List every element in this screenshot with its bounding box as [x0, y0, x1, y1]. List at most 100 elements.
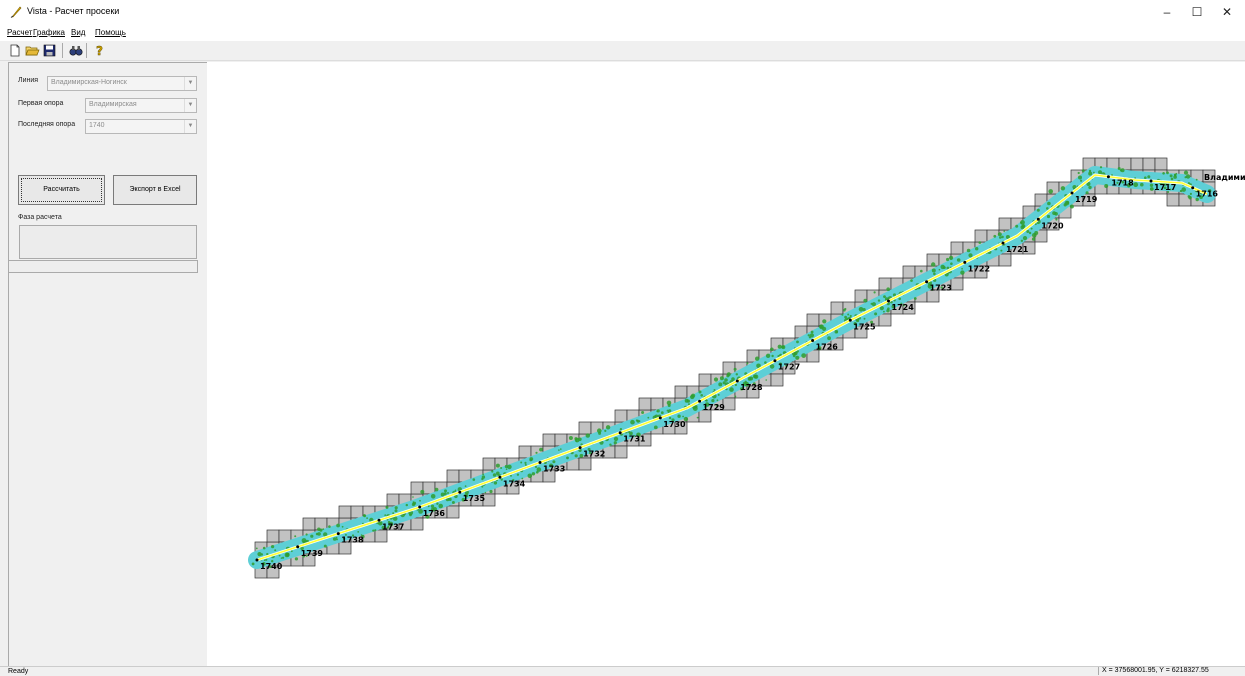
- vegetation-spot: [1181, 187, 1186, 192]
- export-excel-button[interactable]: Экспорт в Excel: [113, 175, 197, 205]
- vegetation-spot: [481, 485, 484, 488]
- vegetation-spot: [1003, 230, 1005, 233]
- vegetation-spot: [844, 307, 847, 311]
- vegetation-spot: [510, 474, 512, 477]
- vegetation-spot: [336, 538, 338, 541]
- vegetation-spot: [500, 467, 503, 469]
- support-point: [1001, 241, 1005, 245]
- vegetation-spot: [1099, 166, 1103, 169]
- line-combo[interactable]: Владимирская-Ногинск ▼: [47, 76, 197, 91]
- vegetation-spot: [262, 562, 266, 566]
- map-tile: [806, 313, 820, 327]
- vegetation-spot: [262, 546, 266, 550]
- route-map[interactable]: 1740 1739 1738 1737 1736 1735 1734 1733 1732 1731…: [207, 62, 1245, 666]
- vegetation-spot: [1195, 197, 1199, 202]
- support-point: [1106, 175, 1110, 179]
- menu-calc[interactable]: Расчет: [7, 28, 33, 37]
- vegetation-spot: [733, 367, 737, 371]
- vegetation-spot: [1001, 235, 1004, 239]
- map-tile: [578, 421, 592, 435]
- vegetation-spot: [844, 315, 847, 319]
- phase-field: [19, 225, 197, 259]
- vegetation-spot: [493, 481, 498, 485]
- phase-label: Фаза расчета: [18, 214, 62, 221]
- vegetation-spot: [265, 558, 268, 561]
- chevron-down-icon: ▼: [184, 99, 196, 112]
- map-canvas[interactable]: 1740 1739 1738 1737 1736 1735 1734 1733 1732 1731…: [207, 62, 1245, 666]
- vegetation-spot: [653, 425, 658, 430]
- open-folder-icon[interactable]: [24, 43, 40, 58]
- vegetation-spot: [418, 509, 423, 514]
- vegetation-spot: [726, 372, 731, 377]
- vegetation-spot: [481, 475, 486, 479]
- status-bar: Ready X = 37568001.95, Y = 6218327.55: [0, 666, 1245, 676]
- vegetation-spot: [946, 266, 950, 270]
- menu-help[interactable]: Помощь: [95, 28, 126, 37]
- help-icon[interactable]: ?: [92, 43, 108, 58]
- close-button[interactable]: ✕: [1221, 5, 1233, 19]
- title-bar: Vista - Расчет просеки – ☐ ✕: [0, 0, 1245, 24]
- map-tile: [578, 457, 592, 471]
- support-label: 1727: [778, 363, 800, 372]
- minimize-button[interactable]: –: [1163, 5, 1171, 19]
- vegetation-spot: [764, 361, 767, 364]
- support-label: 1740: [260, 562, 283, 571]
- vegetation-spot: [580, 443, 583, 446]
- end-station-label: Владими: [1204, 173, 1245, 182]
- coordinates-readout: X = 37568001.95, Y = 6218327.55: [1098, 667, 1218, 675]
- last-support-combo[interactable]: 1740 ▼: [85, 119, 197, 134]
- vegetation-spot: [1021, 224, 1026, 228]
- line-label: Линия: [18, 77, 39, 84]
- vegetation-spot: [549, 463, 553, 468]
- vegetation-spot: [1000, 249, 1003, 252]
- support-label: 1737: [382, 522, 404, 531]
- vegetation-spot: [1060, 186, 1066, 191]
- map-tile: [674, 385, 688, 399]
- vegetation-spot: [892, 293, 897, 297]
- vegetation-spot: [290, 550, 293, 553]
- map-tile: [266, 529, 280, 543]
- first-support-combo[interactable]: Владимирская ▼: [85, 98, 197, 113]
- menu-view[interactable]: Вид: [71, 28, 86, 37]
- vegetation-spot: [870, 302, 873, 305]
- vegetation-spot: [930, 288, 934, 291]
- maximize-button[interactable]: ☐: [1191, 5, 1203, 19]
- vegetation-spot: [879, 306, 884, 311]
- vegetation-spot: [704, 405, 707, 408]
- vegetation-spot: [280, 557, 283, 559]
- map-tile: [266, 565, 280, 579]
- new-file-icon[interactable]: [7, 43, 23, 58]
- calculate-button[interactable]: Рассчитать: [18, 175, 105, 205]
- vegetation-spot: [438, 503, 443, 509]
- vegetation-spot: [434, 487, 439, 492]
- vegetation-spot: [696, 416, 699, 419]
- vegetation-spot: [1069, 204, 1074, 209]
- menu-graphics[interactable]: Графика: [33, 28, 65, 37]
- vegetation-spot: [440, 492, 445, 497]
- vegetation-spot: [1052, 211, 1056, 216]
- vegetation-spot: [785, 364, 788, 367]
- vegetation-spot: [716, 399, 719, 402]
- save-icon[interactable]: [41, 43, 57, 58]
- vegetation-spot: [666, 400, 672, 406]
- vegetation-spot: [931, 262, 936, 267]
- first-support-label: Первая опора: [18, 100, 64, 107]
- map-tile: [1166, 193, 1180, 207]
- vegetation-spot: [524, 461, 527, 464]
- binoculars-icon[interactable]: [68, 43, 84, 58]
- map-tile: [854, 325, 868, 339]
- vegetation-spot: [810, 330, 814, 334]
- vegetation-spot: [886, 287, 890, 291]
- vegetation-spot: [691, 393, 696, 398]
- vegetation-spot: [687, 403, 691, 406]
- support-label: 1736: [423, 509, 446, 518]
- vegetation-spot: [512, 478, 515, 482]
- vegetation-spot: [1169, 174, 1173, 178]
- vegetation-spot: [448, 497, 452, 501]
- vegetation-spot: [604, 429, 607, 432]
- vegetation-spot: [883, 295, 886, 298]
- map-tile: [770, 373, 784, 387]
- progress-bar: [8, 260, 198, 273]
- vegetation-spot: [873, 291, 876, 294]
- vegetation-spot: [933, 272, 936, 276]
